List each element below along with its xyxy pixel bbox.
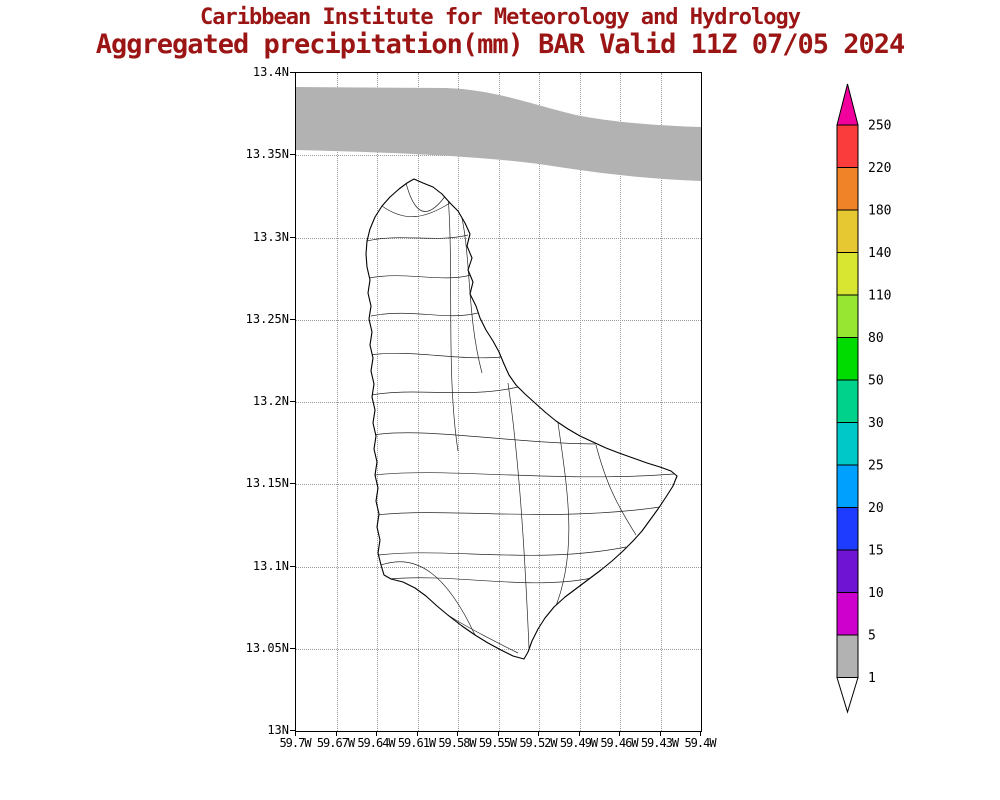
barbados-coastline — [365, 178, 678, 660]
colorbar-label: 140 — [868, 246, 891, 261]
colorbar-segment — [836, 592, 859, 636]
y-tick-mark — [290, 236, 295, 238]
y-tick-label: 13.2N — [252, 394, 289, 408]
y-tick-mark — [290, 730, 295, 731]
x-tick-label: 59.49W — [559, 736, 598, 750]
map-plot-area — [295, 72, 702, 732]
colorbar-segment — [836, 167, 859, 211]
x-tick-label: 59.55W — [478, 736, 517, 750]
y-tick-label: 13.15N — [245, 476, 289, 491]
colorbar-label: 50 — [868, 374, 884, 389]
y-tick-label: 13.35N — [245, 147, 289, 162]
colorbar: 250 220 180 140 110 80 50 30 25 20 15 10 5 1 — [836, 83, 891, 714]
x-tick-label: 59.46W — [600, 736, 638, 750]
colorbar-segment — [836, 209, 859, 253]
x-tick-label: 59.61W — [397, 736, 436, 750]
y-tick-mark — [290, 318, 295, 320]
y-tick-label: 13.05N — [245, 640, 289, 655]
colorbar-label: 15 — [868, 544, 884, 559]
colorbar-segment — [836, 294, 859, 338]
y-tick-mark — [290, 154, 295, 156]
colorbar-segment — [836, 379, 859, 423]
colorbar-label: 250 — [868, 119, 891, 134]
y-tick-mark — [290, 565, 295, 567]
x-tick-mark — [457, 731, 458, 736]
colorbar-above-max-arrow — [836, 83, 859, 126]
x-tick-mark — [497, 731, 499, 736]
x-tick-mark — [700, 731, 701, 736]
colorbar-label: 110 — [868, 289, 891, 304]
y-tick-label: 13N — [267, 723, 289, 737]
colorbar-segment — [836, 507, 859, 551]
x-tick-mark — [376, 731, 377, 736]
x-tick-label: 59.67W — [316, 736, 355, 750]
colorbar-segment — [836, 549, 859, 593]
x-tick-mark — [659, 731, 661, 736]
grid-line-horizontal — [296, 484, 701, 486]
grid-line-horizontal — [296, 319, 701, 321]
colorbar-label: 220 — [868, 161, 891, 176]
x-tick-label: 59.43W — [640, 736, 679, 750]
x-tick-mark — [619, 731, 620, 736]
x-tick-label: 59.58W — [438, 736, 476, 750]
y-tick-mark — [290, 647, 295, 649]
x-tick-label: 59.4W — [684, 736, 716, 750]
y-tick-label: 13.1N — [252, 558, 289, 573]
colorbar-label: 80 — [868, 331, 884, 346]
colorbar-segment — [836, 252, 859, 296]
colorbar-label: 20 — [868, 501, 884, 516]
x-tick-label: 59.52W — [519, 736, 557, 750]
colorbar-label: 1 — [868, 671, 876, 686]
plot-title: Aggregated precipitation(mm) BAR Valid 1… — [95, 29, 906, 60]
grid-line-horizontal — [296, 566, 701, 568]
watershed-boundaries — [366, 182, 675, 654]
precip-shading-gray-band — [296, 87, 701, 181]
colorbar-below-min-arrow — [836, 677, 859, 714]
x-tick-mark — [295, 731, 296, 736]
y-tick-mark — [290, 483, 295, 485]
x-tick-mark — [578, 731, 580, 736]
x-tick-label: 59.64W — [357, 736, 395, 750]
colorbar-label: 180 — [868, 204, 891, 219]
x-tick-mark — [335, 731, 337, 736]
colorbar-label: 5 — [868, 629, 876, 644]
colorbar-label: 25 — [868, 459, 884, 474]
colorbar-segment — [836, 422, 859, 466]
x-tick-label: 59.7W — [279, 736, 311, 750]
colorbar-segment — [836, 464, 859, 508]
institute-title: Caribbean Institute for Meteorology and … — [199, 5, 801, 30]
barbados-map-layer — [296, 87, 701, 660]
grid-line-horizontal — [296, 402, 701, 403]
x-tick-mark — [538, 731, 539, 736]
colorbar-label: 10 — [868, 586, 884, 601]
grid-line-horizontal — [296, 237, 701, 239]
colorbar-segment — [836, 634, 859, 678]
y-tick-mark — [290, 401, 295, 402]
y-tick-label: 13.3N — [252, 229, 289, 244]
colorbar-segment — [836, 337, 859, 381]
x-tick-mark — [416, 731, 418, 736]
y-tick-mark — [290, 72, 295, 73]
colorbar-label: 30 — [868, 416, 884, 431]
y-tick-label: 13.4N — [252, 65, 289, 79]
colorbar-segment — [836, 124, 859, 168]
y-tick-label: 13.25N — [245, 311, 289, 326]
